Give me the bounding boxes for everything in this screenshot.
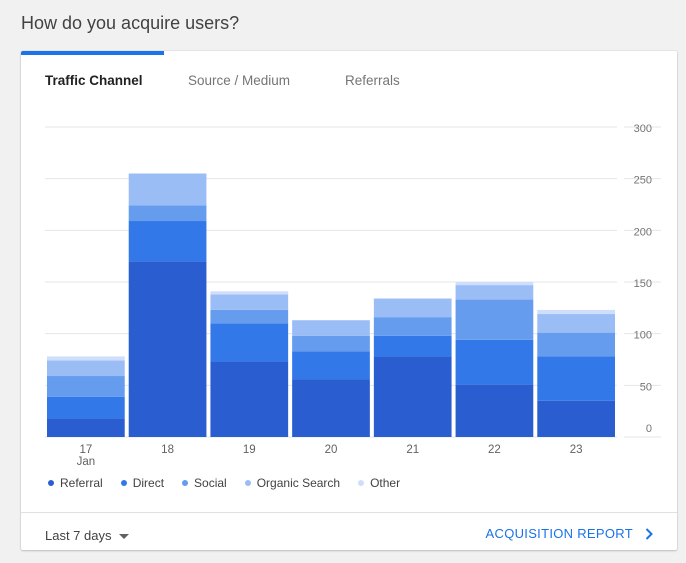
legend-label: Organic Search: [256, 476, 341, 490]
legend-label: Referral: [60, 476, 103, 490]
bar-segment: [373, 356, 452, 437]
bar-segment: [210, 291, 289, 295]
x-tick-label: 22: [488, 444, 501, 456]
bar-segment: [292, 379, 370, 437]
bar-segment: [537, 332, 615, 357]
bar-segment: [455, 384, 534, 437]
bar-segment: [455, 282, 534, 286]
legend-label: Social: [194, 476, 227, 490]
x-tick-label: 18: [161, 444, 174, 456]
tab-source-medium[interactable]: Source / Medium: [188, 73, 291, 88]
legend-label: Direct: [132, 476, 165, 490]
card-footer: Last 7 days ACQUISITION REPORT: [21, 512, 677, 550]
bar-segment: [537, 400, 615, 437]
legend-dot-icon: [182, 480, 189, 486]
y-tick-label: 50: [640, 381, 652, 393]
bar-segment: [47, 360, 125, 377]
legend-item[interactable]: Social: [182, 476, 227, 490]
bar-segment: [128, 221, 207, 262]
legend-dot-icon: [120, 480, 127, 486]
x-tick-label: 19: [243, 444, 256, 456]
y-tick-label: 200: [634, 226, 652, 238]
bar-segment: [47, 376, 125, 397]
bar-segment: [210, 323, 289, 362]
legend-item[interactable]: Referral: [48, 476, 103, 490]
x-tick-label: 20: [325, 444, 338, 456]
y-tick-label: 150: [634, 278, 652, 290]
section-title: How do you acquire users?: [21, 13, 240, 33]
bar-segment: [210, 294, 289, 310]
bar-segment: [47, 418, 125, 437]
x-tick-label: 21: [406, 444, 419, 456]
bar-segment: [455, 339, 534, 385]
acquisition-report-label: ACQUISITION REPORT: [485, 526, 633, 541]
acquisition-report-link[interactable]: ACQUISITION REPORT: [486, 526, 653, 541]
bar-segment: [210, 361, 289, 437]
bar-segment: [292, 320, 370, 336]
legend-dot-icon: [244, 480, 251, 486]
x-tick-label: 17: [79, 444, 92, 456]
legend-item[interactable]: Organic Search: [244, 476, 341, 490]
bar-segment: [292, 351, 370, 380]
bar-segment: [373, 317, 452, 336]
x-tick-sublabel: Jan: [77, 456, 96, 468]
bar-segment: [292, 335, 370, 352]
legend-label: Other: [370, 476, 401, 490]
tab-traffic-channel[interactable]: Traffic Channel: [45, 73, 143, 88]
bar-segment: [47, 396, 125, 419]
bar-segment: [373, 335, 452, 357]
bar-segment: [373, 298, 452, 318]
y-tick-label: 300: [634, 123, 652, 135]
bar-segment: [455, 299, 534, 340]
bar-segment: [537, 314, 615, 333]
bar-segment: [128, 173, 207, 206]
y-tick-label: 250: [634, 175, 652, 187]
y-tick-label: 100: [634, 330, 652, 342]
bar-segment: [210, 309, 289, 324]
legend-dot-icon: [358, 480, 365, 486]
bar-segment: [128, 205, 207, 222]
tab-referrals[interactable]: Referrals: [345, 73, 400, 88]
bar-segment: [537, 309, 615, 315]
bar-segment: [47, 356, 125, 361]
chevron-right-icon: [645, 527, 653, 540]
chart-legend: Referral Direct Social Organic Search Other: [48, 476, 418, 490]
date-range-dropdown[interactable]: Last 7 days: [45, 528, 129, 543]
legend-item[interactable]: Direct: [120, 476, 165, 490]
bar-segment: [455, 285, 534, 300]
y-tick-label: 0: [646, 423, 652, 435]
acquisition-card: Traffic Channel Source / Medium Referral…: [21, 51, 677, 550]
legend-item[interactable]: Other: [358, 476, 400, 490]
bar-segment: [537, 356, 615, 401]
dropdown-caret-icon: [118, 534, 129, 539]
x-tick-label: 23: [570, 444, 583, 456]
legend-dot-icon: [48, 480, 54, 486]
date-range-label: Last 7 days: [45, 528, 112, 543]
active-tab-indicator: [21, 51, 164, 55]
bar-segment: [128, 261, 207, 437]
